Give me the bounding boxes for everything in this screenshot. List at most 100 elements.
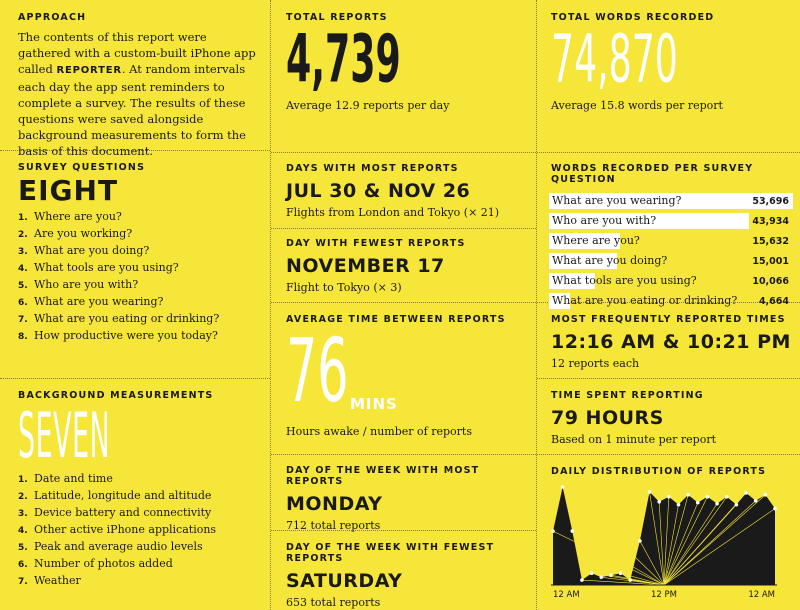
dow-fewest-section: DAY OF THE WEEK WITH FEWEST REPORTS SATU… <box>286 542 531 610</box>
time-spent-sub: Based on 1 minute per report <box>551 433 716 446</box>
divider <box>271 152 536 153</box>
words-bar-chart: What are you wearing? 53,696 Who are you w… <box>549 191 793 311</box>
survey-item-text: How productive were you today? <box>34 329 218 342</box>
approach-label: APPROACH <box>18 12 87 23</box>
background-item-text: Peak and average audio levels <box>34 540 203 553</box>
distribution-point <box>638 539 642 543</box>
approach-section: APPROACH The contents of this report wer… <box>18 12 258 159</box>
survey-item-text: Who are you with? <box>34 278 139 291</box>
background-item: 4. Other active iPhone applications <box>18 522 258 539</box>
background-count: SEVEN <box>18 399 111 473</box>
column-divider-right <box>536 0 537 610</box>
total-words-value: 74,870 <box>551 21 678 98</box>
distribution-ray <box>663 503 718 586</box>
distribution-point <box>570 529 575 533</box>
survey-item: 5. Who are you with? <box>18 277 258 294</box>
survey-item-number: 8. <box>18 332 28 342</box>
most-days-section: DAYS WITH MOST REPORTS JUL 30 & NOV 26 F… <box>286 163 531 220</box>
distribution-ray <box>663 508 776 586</box>
background-item-number: 4. <box>18 526 28 536</box>
total-words-label: TOTAL WORDS RECORDED <box>551 12 715 23</box>
survey-count: EIGHT <box>18 174 119 207</box>
distribution-point <box>657 499 661 504</box>
fewest-day-label: DAY WITH FEWEST REPORTS <box>286 238 466 249</box>
survey-item-number: 2. <box>18 230 28 240</box>
survey-item-number: 6. <box>18 298 28 308</box>
bar <box>549 273 595 289</box>
distribution-ray <box>572 530 665 586</box>
fewest-day-sub: Flight to Tokyo (× 3) <box>286 281 402 294</box>
divider <box>0 378 270 379</box>
column-divider-left <box>270 0 271 610</box>
survey-item: 1. Where are you? <box>18 209 258 226</box>
background-item-number: 3. <box>18 509 28 519</box>
divider <box>271 530 536 531</box>
daily-distribution-chart: 12 AM 12 PM 12 AM <box>551 485 777 600</box>
freq-times-value: 12:16 AM & 10:21 PM <box>551 331 791 353</box>
daily-dist-section: DAILY DISTRIBUTION OF REPORTS 12 AM 12 PM… <box>551 466 791 601</box>
avg-time-unit: MINS <box>350 395 398 413</box>
bar-question-label: Who are you with? <box>552 214 657 227</box>
background-item-text: Date and time <box>34 472 113 485</box>
bar-row: Where are you? 15,632 <box>549 231 793 251</box>
divider <box>537 152 800 153</box>
bar <box>549 293 571 309</box>
distribution-point <box>647 490 652 494</box>
divider <box>271 454 536 455</box>
survey-item: 7. What are you eating or drinking? <box>18 311 258 328</box>
distribution-point <box>705 495 710 499</box>
distribution-point <box>773 506 777 511</box>
background-item-number: 5. <box>18 543 28 553</box>
distribution-ray <box>649 491 665 586</box>
app-name: REPORTER <box>56 65 122 76</box>
bar <box>549 233 621 249</box>
survey-section: SURVEY QUESTIONS EIGHT 1. Where are you? 2… <box>18 162 258 345</box>
background-item-text: Number of photos added <box>34 557 173 570</box>
divider <box>537 378 800 379</box>
distribution-point <box>724 495 729 499</box>
time-spent-label: TIME SPENT REPORTING <box>551 390 704 401</box>
approach-text: The contents of this report were gathere… <box>18 29 258 159</box>
background-item: 6. Number of photos added <box>18 556 258 573</box>
divider <box>0 150 270 151</box>
survey-item-number: 7. <box>18 315 28 325</box>
bar-row: What are you doing? 15,001 <box>549 251 793 271</box>
dow-fewest-sub: 653 total reports <box>286 596 381 609</box>
bar-row: What are you eating or drinking? 4,664 <box>549 291 793 311</box>
distribution-point <box>753 498 758 503</box>
survey-item: 6. What are you wearing? <box>18 294 258 311</box>
avg-time-label: AVERAGE TIME BETWEEN REPORTS <box>286 314 506 325</box>
survey-label: SURVEY QUESTIONS <box>18 162 146 173</box>
bar-value-label: 10,066 <box>752 276 789 287</box>
survey-item-text: What are you eating or drinking? <box>34 312 220 325</box>
background-item: 1. Date and time <box>18 471 258 488</box>
daily-dist-label: DAILY DISTRIBUTION OF REPORTS <box>551 466 767 477</box>
bar-row: What are you wearing? 53,696 <box>549 191 793 211</box>
distribution-ray <box>663 496 708 586</box>
distribution-ray <box>663 494 689 586</box>
bar-value-label: 43,934 <box>752 216 789 227</box>
survey-item-text: Where are you? <box>34 210 122 223</box>
background-item: 2. Latitude, longitude and altitude <box>18 488 258 505</box>
distribution-point <box>744 491 748 495</box>
distribution-point <box>609 573 613 577</box>
bar <box>549 213 749 229</box>
distribution-ray <box>552 530 665 586</box>
distribution-point <box>580 578 584 582</box>
most-days-label: DAYS WITH MOST REPORTS <box>286 163 459 174</box>
background-item-number: 1. <box>18 475 28 485</box>
background-item: 7. Weather <box>18 573 258 590</box>
total-reports-sub: Average 12.9 reports per day <box>286 99 450 112</box>
x-tick-label: 12 PM <box>651 590 677 600</box>
distribution-point <box>676 502 681 507</box>
survey-list: 1. Where are you? 2. Are you working? 3. What… <box>18 209 258 345</box>
distribution-ray <box>610 574 665 586</box>
distribution-point <box>618 571 623 576</box>
freq-times-section: MOST FREQUENTLY REPORTED TIMES 12:16 AM … <box>551 314 791 371</box>
total-words-section: TOTAL WORDS RECORDED 74,870 Average 15.8… <box>551 12 791 113</box>
freq-times-sub: 12 reports each <box>551 357 640 370</box>
x-tick-label: 12 AM <box>553 590 580 600</box>
distribution-point <box>560 485 565 489</box>
dow-most-value: MONDAY <box>286 493 383 515</box>
fewest-day-value: NOVEMBER 17 <box>286 255 445 277</box>
